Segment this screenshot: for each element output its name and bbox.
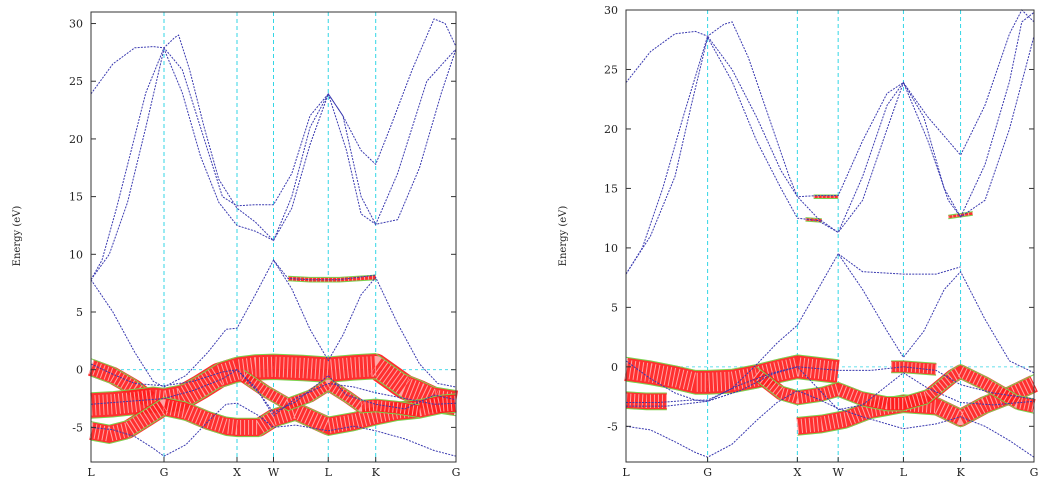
y-tick-label: 0 — [76, 364, 83, 377]
fat-band-edge — [625, 408, 667, 411]
y-tick-label: -5 — [607, 420, 618, 433]
band-line-8 — [626, 366, 1035, 407]
x-tick-label: L — [325, 466, 333, 479]
fat-band-edge — [891, 360, 937, 364]
y-tick-label: 30 — [69, 18, 83, 31]
fat-band-hatch — [796, 377, 1038, 434]
band-line-2 — [90, 34, 457, 242]
x-tick-label: G — [160, 466, 169, 479]
fat-band-hatch — [287, 275, 376, 282]
y-tick-label: 20 — [69, 133, 83, 146]
fat-band-edge — [756, 363, 1035, 400]
fat-band-edge — [625, 391, 667, 394]
x-tick-label: G — [1030, 466, 1039, 479]
band-line-1 — [90, 18, 457, 280]
y-axis-label-right: Energy (eV) — [558, 206, 569, 267]
fat-band-hatch — [948, 211, 974, 219]
plot-area-right: -5 0 5 10 15 20 25 30 L G X W L K G — [604, 4, 1038, 479]
fat-band-hatch — [90, 356, 458, 416]
fat-band-edge — [891, 372, 937, 376]
fat-band-weight — [624, 354, 840, 395]
x-tick-label: X — [233, 466, 241, 479]
x-tick-label: L — [900, 466, 908, 479]
fat-band-edge — [90, 352, 457, 394]
y-tick-label: 5 — [611, 301, 618, 314]
plot-frame — [625, 9, 1035, 463]
y-tick-label: 30 — [604, 4, 618, 17]
band-line-2 — [625, 9, 1035, 234]
band-line-3 — [625, 36, 1035, 275]
x-tick-label: W — [268, 466, 280, 479]
y-tick-label: 20 — [604, 123, 618, 136]
fat-band-edge — [244, 382, 420, 419]
x-tick-label: X — [793, 466, 801, 479]
fat-band-edge — [756, 378, 1035, 414]
fat-band-edge — [797, 391, 1035, 436]
band-line-5 — [837, 253, 961, 275]
y-tick-label: 15 — [69, 191, 83, 204]
band-line-3 — [90, 47, 457, 280]
fat-band-edge — [805, 220, 822, 223]
chart-panel-left: Energy (eV) -5 0 5 10 15 20 25 30 L G X W L K G — [12, 11, 461, 479]
fat-band-edge — [244, 369, 420, 406]
y-tick-label: 5 — [76, 306, 83, 319]
y-tick-label: 10 — [69, 248, 83, 261]
fat-band-hatch — [88, 360, 154, 406]
band-line-6 — [625, 390, 1035, 458]
fat-band-edge — [288, 274, 376, 278]
band-line-4 — [625, 252, 1035, 402]
x-tick-label: W — [833, 466, 845, 479]
plot-area-left: -5 0 5 10 15 20 25 30 L G X W L K G — [69, 11, 461, 479]
y-tick-label: 10 — [604, 242, 618, 255]
x-tick-label: K — [956, 466, 965, 479]
y-axis-label-left: Energy (eV) — [12, 206, 23, 267]
x-tick-label: G — [452, 466, 461, 479]
y-tick-label: -5 — [72, 421, 83, 434]
chart-panel-right: Energy (eV) -5 0 5 10 15 20 25 30 L G X W L K G — [558, 4, 1038, 479]
band-line-7 — [90, 369, 457, 414]
y-tick-label: 15 — [604, 182, 618, 195]
fat-band-hatch — [753, 365, 1036, 412]
x-tick-label: K — [372, 466, 381, 479]
fat-band-edge — [948, 211, 973, 216]
fat-band-edge — [625, 354, 839, 371]
x-tick-label: G — [703, 466, 712, 479]
y-tick-label: 25 — [604, 63, 618, 76]
y-tick-label: 25 — [69, 75, 83, 88]
fat-band-hatch — [625, 393, 667, 408]
band-line-1 — [625, 12, 1035, 275]
fat-band-edge — [288, 279, 376, 283]
fat-band-edge — [90, 358, 150, 392]
band-line-6 — [90, 363, 457, 417]
fat-band-weight — [240, 371, 421, 418]
band-line-7 — [626, 366, 1035, 411]
x-tick-label: L — [87, 466, 95, 479]
band-line-5 — [273, 259, 376, 281]
y-tick-label: 0 — [611, 361, 618, 374]
x-tick-label: L — [622, 466, 630, 479]
fat-band-edge — [90, 411, 457, 445]
